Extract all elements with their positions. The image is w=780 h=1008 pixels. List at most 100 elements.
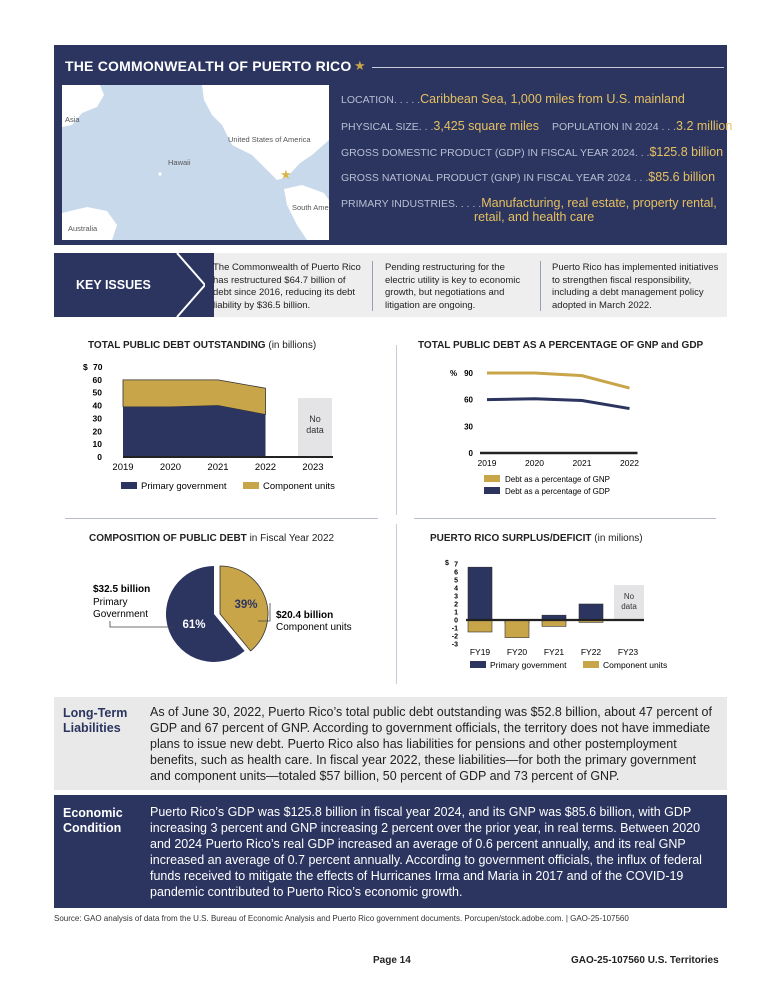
chart-debt-pct: 90 60 30 0% 2019 2020 2021 2022 Debt as a percen…: [450, 369, 639, 496]
y-tick-label: 7: [454, 562, 458, 569]
long-term-text: As of June 30, 2022, Puerto Rico’s total…: [150, 705, 712, 783]
callout-line-primary: [109, 621, 175, 628]
y-tick-label: 1: [454, 610, 458, 617]
key-issue-1: The Commonwealth of Puerto Rico has rest…: [213, 262, 361, 311]
legend-label-gnp: Debt as a percentage of GNP: [505, 475, 610, 484]
x-tick-label: 2020: [160, 462, 181, 473]
chart-pct-title: TOTAL PUBLIC DEBT AS A PERCENTAGE OF GNP…: [418, 340, 704, 351]
series-line-gnp: [487, 371, 630, 390]
south-america-landmass: [284, 185, 329, 240]
hawaii-dot: [158, 172, 162, 176]
australia-landmass: [62, 207, 117, 240]
legend-swatch-primary: [121, 482, 137, 489]
legend-swatch-gnp: [484, 475, 500, 482]
chart-composition-title: COMPOSITION OF PUBLIC DEBT in Fiscal Yea…: [89, 533, 335, 544]
y-tick-label: 2: [454, 602, 458, 609]
y-tick-label: 20: [93, 426, 103, 436]
x-tick-label: FY21: [544, 647, 565, 657]
source-note: Source: GAO analysis of data from the U.…: [54, 914, 629, 923]
y-tick-label: -3: [452, 642, 458, 649]
fact-size-population: PHYSICAL SIZE. . .3,425 square miles POP…: [341, 119, 733, 133]
legend-swatch-primary: [470, 661, 486, 668]
y-tick-label: -1: [452, 626, 458, 633]
legend-label-component: Component units: [263, 481, 335, 492]
x-tick-label: 2022: [620, 458, 639, 468]
y-tick-label: 0: [469, 449, 474, 458]
callout-desc-component: Component units: [276, 622, 352, 633]
divider: [396, 524, 397, 684]
y-tick-label: 30: [464, 422, 473, 431]
no-data-line: data: [306, 425, 324, 435]
y-tick-label: 90: [464, 369, 473, 378]
callout-line-component: [258, 603, 271, 622]
fact-industries: PRIMARY INDUSTRIES. . . . .Manufacturing…: [341, 196, 717, 210]
fact-gnp: GROSS NATIONAL PRODUCT (GNP) IN FISCAL Y…: [341, 170, 716, 184]
y-tick-label: 30: [93, 413, 103, 423]
y-tick-label: 6: [454, 570, 458, 577]
long-term-liabilities-block: Long-Term Liabilities As of June 30, 2022…: [54, 697, 727, 790]
x-tick-label: FY22: [581, 647, 602, 657]
legend-label-gdp: Debt as a percentage of GDP: [505, 487, 610, 496]
pie-label-component: 39%: [234, 599, 257, 611]
series-line-gdp: [486, 397, 630, 411]
x-tick-label: FY19: [470, 647, 491, 657]
asia-landmass: [62, 85, 104, 127]
chart-debt-outstanding: $70 60 50 40 30 20 10 0 No data 2019 2020 2021 2022 20…: [83, 362, 335, 492]
footer-doc-id: GAO-25-107560 U.S. Territories: [571, 955, 719, 966]
x-tick-label: 2020: [525, 458, 544, 468]
map-label-hawaii: Hawaii: [168, 158, 191, 167]
x-tick-label: 2019: [112, 462, 133, 473]
fact-industries-cont: retail, and health care: [474, 210, 595, 224]
puerto-rico-star-icon: ★: [280, 167, 292, 182]
no-data-box: [614, 585, 644, 620]
y-axis-currency: $: [83, 362, 88, 372]
bar-component-fy19: [467, 619, 493, 633]
divider: [414, 518, 716, 519]
callout-amount-component: $20.4 billion: [276, 610, 333, 621]
area-component-units: [122, 379, 266, 416]
legend-label-component: Component units: [603, 660, 667, 670]
map-label-south-america: South America: [292, 203, 329, 212]
x-tick-label: 2019: [478, 458, 497, 468]
bar-primary-fy22: [578, 603, 604, 621]
x-tick-label: 2022: [255, 462, 276, 473]
pie-slice-primary-government: [166, 566, 245, 662]
y-tick-label: 3: [454, 594, 458, 601]
fact-gdp: GROSS DOMESTIC PRODUCT (GDP) IN FISCAL Y…: [341, 145, 724, 159]
no-data-line: No: [309, 414, 321, 424]
no-data-box: [298, 398, 332, 457]
bar-primary-fy19: [467, 566, 493, 621]
y-tick-label: 5: [454, 578, 458, 585]
key-issue-3: Puerto Rico has implemented initiatives …: [552, 262, 719, 311]
divider: [396, 345, 397, 515]
y-tick-label: 60: [93, 375, 103, 385]
y-tick-label: 50: [93, 388, 103, 398]
x-tick-label: 2021: [573, 458, 592, 468]
y-tick-label: 60: [464, 396, 473, 405]
legend-label-primary: Primary government: [490, 660, 567, 670]
pie-label-primary: 61%: [182, 619, 205, 631]
legend-swatch-gdp: [484, 487, 500, 494]
divider: [65, 518, 378, 519]
y-tick-label: 4: [454, 586, 458, 593]
x-tick-label: 2023: [302, 462, 323, 473]
no-data-label: No data: [621, 592, 637, 611]
area-primary-government: [123, 405, 266, 457]
divider: [372, 261, 373, 311]
page-number: Page 14: [373, 955, 411, 966]
title-rule: [372, 67, 724, 68]
chart-surplus-title: PUERTO RICO SURPLUS/DEFICIT (in milions): [430, 533, 643, 544]
no-data-line: No: [624, 592, 635, 601]
y-tick-label: 0: [454, 618, 458, 625]
economic-label: Economic Condition: [63, 806, 123, 835]
fact-location: LOCATION. . . . .Caribbean Sea, 1,000 mi…: [341, 92, 685, 106]
x-tick-label: FY20: [507, 647, 528, 657]
no-data-line: data: [621, 602, 637, 611]
y-axis-percent: %: [450, 369, 457, 378]
y-axis-currency: $: [445, 560, 449, 567]
legend-swatch-component: [583, 661, 599, 668]
long-term-label: Long-Term Liabilities: [63, 706, 128, 735]
key-issues-arrow: [171, 253, 205, 317]
